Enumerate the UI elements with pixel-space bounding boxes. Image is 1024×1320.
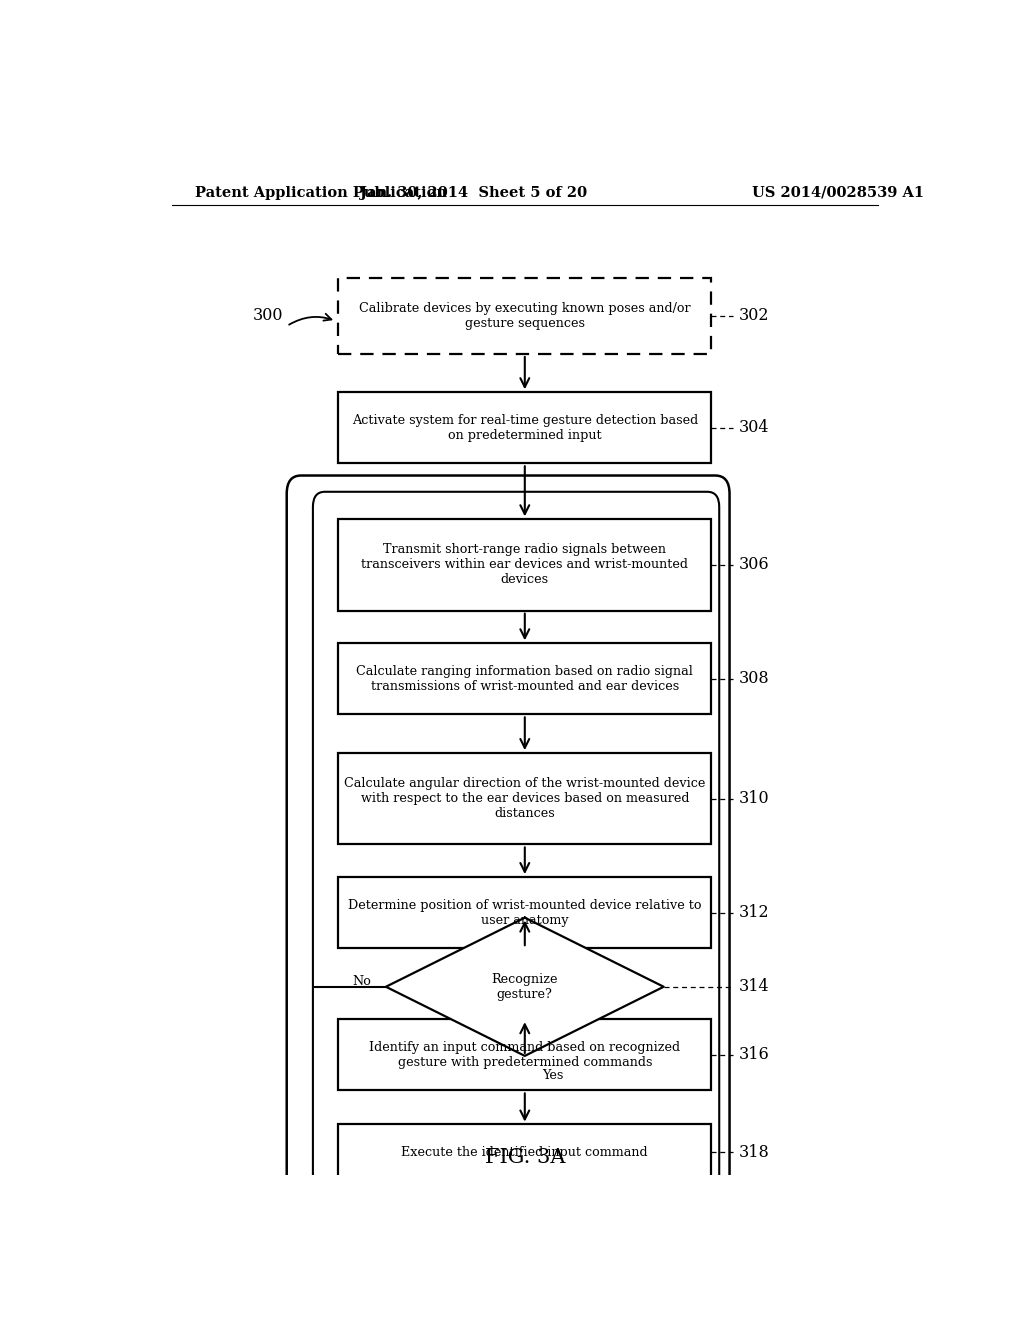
Text: Recognize
gesture?: Recognize gesture?	[492, 973, 558, 1001]
Text: No: No	[352, 975, 372, 989]
Text: 318: 318	[739, 1144, 770, 1160]
FancyBboxPatch shape	[338, 876, 712, 948]
Text: Calibrate devices by executing known poses and/or
gesture sequences: Calibrate devices by executing known pos…	[359, 302, 690, 330]
Text: Determine position of wrist-mounted device relative to
user anatomy: Determine position of wrist-mounted devi…	[348, 899, 701, 927]
Text: Activate system for real-time gesture detection based
on predetermined input: Activate system for real-time gesture de…	[351, 413, 698, 442]
FancyBboxPatch shape	[338, 1019, 712, 1090]
Text: Transmit short-range radio signals between
transceivers within ear devices and w: Transmit short-range radio signals betwe…	[361, 544, 688, 586]
Text: 304: 304	[739, 420, 770, 436]
Text: 314: 314	[739, 978, 770, 995]
Text: FIG. 3A: FIG. 3A	[484, 1147, 565, 1167]
Text: Calculate ranging information based on radio signal
transmissions of wrist-mount: Calculate ranging information based on r…	[356, 665, 693, 693]
FancyBboxPatch shape	[338, 519, 712, 611]
Text: Jan. 30, 2014  Sheet 5 of 20: Jan. 30, 2014 Sheet 5 of 20	[359, 186, 587, 199]
Text: Execute the identified input command: Execute the identified input command	[401, 1146, 648, 1159]
Text: 312: 312	[739, 904, 770, 921]
Text: US 2014/0028539 A1: US 2014/0028539 A1	[753, 186, 925, 199]
FancyBboxPatch shape	[338, 392, 712, 463]
Text: Yes: Yes	[542, 1069, 563, 1082]
Text: 302: 302	[739, 308, 770, 325]
Text: 308: 308	[739, 671, 770, 688]
FancyBboxPatch shape	[338, 1125, 712, 1180]
FancyBboxPatch shape	[338, 752, 712, 845]
FancyBboxPatch shape	[338, 643, 712, 714]
Text: Patent Application Publication: Patent Application Publication	[196, 186, 447, 199]
Text: Calculate angular direction of the wrist-mounted device
with respect to the ear : Calculate angular direction of the wrist…	[344, 777, 706, 820]
Polygon shape	[386, 917, 664, 1056]
FancyBboxPatch shape	[338, 277, 712, 354]
Text: 316: 316	[739, 1047, 770, 1064]
Text: Identify an input command based on recognized
gesture with predetermined command: Identify an input command based on recog…	[370, 1041, 680, 1069]
Text: 300: 300	[252, 308, 283, 325]
Text: 310: 310	[739, 791, 770, 808]
Text: 306: 306	[739, 557, 770, 573]
